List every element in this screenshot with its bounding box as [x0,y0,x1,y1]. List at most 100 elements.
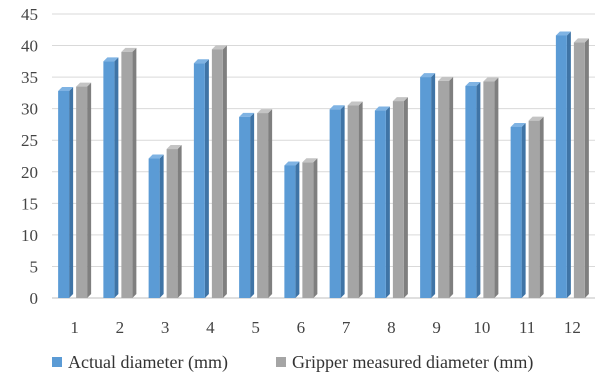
bar-top [465,81,481,86]
x-tick-label: 9 [432,318,441,337]
bar-side [566,31,571,299]
bar-side [358,101,363,298]
bar-gripper-1 [76,82,92,298]
bar-top [239,112,255,117]
bar-actual-2 [103,57,119,299]
bar-actual-11 [510,122,526,298]
bar-front [193,63,205,298]
bar-front [528,120,540,298]
y-tick-label: 45 [21,5,38,24]
bar-front [239,116,251,298]
bar-actual-5 [239,112,255,298]
bar-gripper-5 [257,109,273,298]
y-tick-label: 35 [21,68,38,87]
y-tick-label: 5 [30,257,39,276]
x-tick-label: 7 [342,318,351,337]
bar-front [555,35,567,299]
x-tick-label: 8 [387,318,396,337]
bar-top [211,45,227,50]
bar-side [250,112,255,298]
legend-swatch-gripper [276,357,286,367]
bar-side [69,86,74,299]
bar-front [329,109,341,298]
bar-front [510,126,522,298]
bar-front [284,165,296,298]
bar-actual-8 [374,106,390,298]
bar-gripper-7 [347,101,363,298]
x-axis-ticks: 1 2 3 4 5 6 7 8 9 10 11 12 [70,318,581,337]
bar-gripper-10 [483,77,499,298]
bar-gripper-3 [166,145,182,298]
bar-side [584,38,589,299]
y-tick-label: 40 [21,37,38,56]
bar-side [114,57,119,299]
bar-top [166,145,182,150]
bar-top [483,77,499,82]
bar-side [159,154,164,298]
x-tick-label: 1 [70,318,79,337]
x-tick-label: 3 [161,318,170,337]
bar-front [166,149,178,298]
bar-actual-10 [465,81,481,299]
bar-gripper-11 [528,116,544,298]
bar-side [431,73,436,298]
bar-side [204,59,209,298]
legend-label-gripper: Gripper measured diameter (mm) [292,352,533,373]
bar-top [420,73,436,78]
bar-side [268,109,273,298]
bar-front [420,77,432,298]
bar-top [148,154,164,159]
bar-side [295,161,300,298]
bar-gripper-9 [438,76,454,298]
bar-actual-4 [193,59,209,298]
bar-top [284,161,300,166]
bar-gripper-4 [211,45,227,298]
bar-top [121,47,137,52]
bar-actual-12 [555,31,571,299]
bar-actual-3 [148,154,164,298]
bar-side [132,47,137,298]
bar-front [148,158,160,298]
x-tick-label: 5 [251,318,260,337]
bar-side [449,76,454,298]
bar-top [573,38,589,43]
x-tick-label: 11 [519,318,535,337]
bar-top [302,158,318,163]
bar-gripper-8 [392,97,408,299]
bar-gripper-6 [302,158,318,298]
bar-gripper-2 [121,47,137,298]
y-axis-ticks: 0 5 10 15 20 25 30 35 40 45 [21,5,38,308]
bar-top [374,106,390,111]
legend-swatch-actual [52,357,62,367]
gridlines [52,13,595,299]
y-tick-label: 30 [21,100,38,119]
legend-item-actual: Actual diameter (mm) [52,352,228,373]
x-tick-label: 10 [473,318,490,337]
bar-side [476,81,481,298]
x-tick-label: 12 [564,318,581,337]
bar-top [510,122,526,127]
bar-gripper-12 [573,38,589,299]
bar-actual-7 [329,105,345,298]
y-tick-label: 20 [21,163,38,182]
legend: Actual diameter (mm) Gripper measured di… [52,352,533,373]
bar-front [392,101,404,299]
bar-side [385,106,390,298]
x-tick-label: 6 [297,318,306,337]
bar-side [494,77,499,298]
bar-front [465,85,477,299]
bar-top [76,82,92,87]
bar-top [193,59,209,64]
y-tick-label: 10 [21,226,38,245]
bar-side [403,97,408,299]
bar-top [392,97,408,102]
bar-side [313,158,318,298]
bar-top [257,109,273,114]
bar-front [257,113,269,298]
bar-top [103,57,119,62]
bar-top [58,86,74,91]
bar-front [438,80,450,298]
bar-front [573,42,585,299]
bar-front [347,105,359,298]
